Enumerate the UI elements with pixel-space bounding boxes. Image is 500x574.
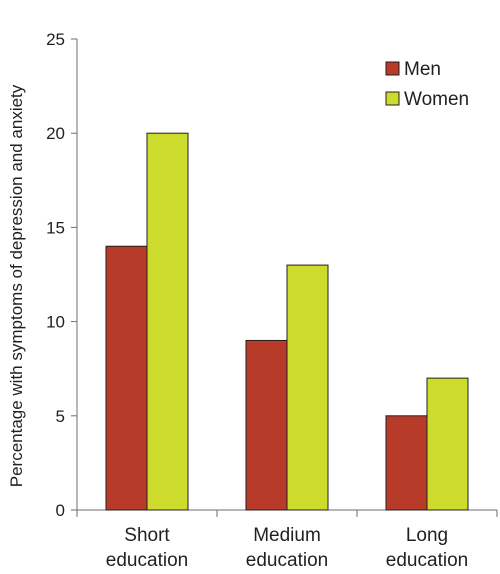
bars xyxy=(105,132,469,511)
x-category-label: Long xyxy=(406,525,448,546)
bar-women-2 xyxy=(426,377,469,511)
bar-men-0 xyxy=(105,245,148,511)
y-tick-label: 5 xyxy=(56,407,65,426)
y-tick-label: 10 xyxy=(46,313,65,332)
bar-men-1 xyxy=(245,339,288,511)
y-tick-label: 20 xyxy=(46,124,65,143)
x-category-label: education xyxy=(386,550,468,571)
legend: Men Women xyxy=(385,59,469,110)
legend-swatch-men xyxy=(385,61,400,76)
y-tick-label: 15 xyxy=(46,218,65,237)
y-tick-label: 0 xyxy=(56,501,65,520)
legend-label-women: Women xyxy=(404,89,469,110)
bar-women-0 xyxy=(146,132,189,511)
x-axis: Short education Medium education Long educati… xyxy=(76,509,498,571)
bar-women-1 xyxy=(286,264,329,511)
legend-swatch-women xyxy=(385,91,400,106)
x-category-label: education xyxy=(246,550,328,571)
y-axis: 0 5 10 15 20 25 xyxy=(46,30,78,520)
x-category-label: Medium xyxy=(253,525,321,546)
legend-label-men: Men xyxy=(404,59,441,80)
x-category-label: Short xyxy=(124,525,170,546)
y-tick-label: 25 xyxy=(46,30,65,49)
bar-men-2 xyxy=(385,415,428,511)
x-category-label: education xyxy=(106,550,188,571)
y-axis-label: Percentage with symptoms of depression a… xyxy=(7,84,26,487)
